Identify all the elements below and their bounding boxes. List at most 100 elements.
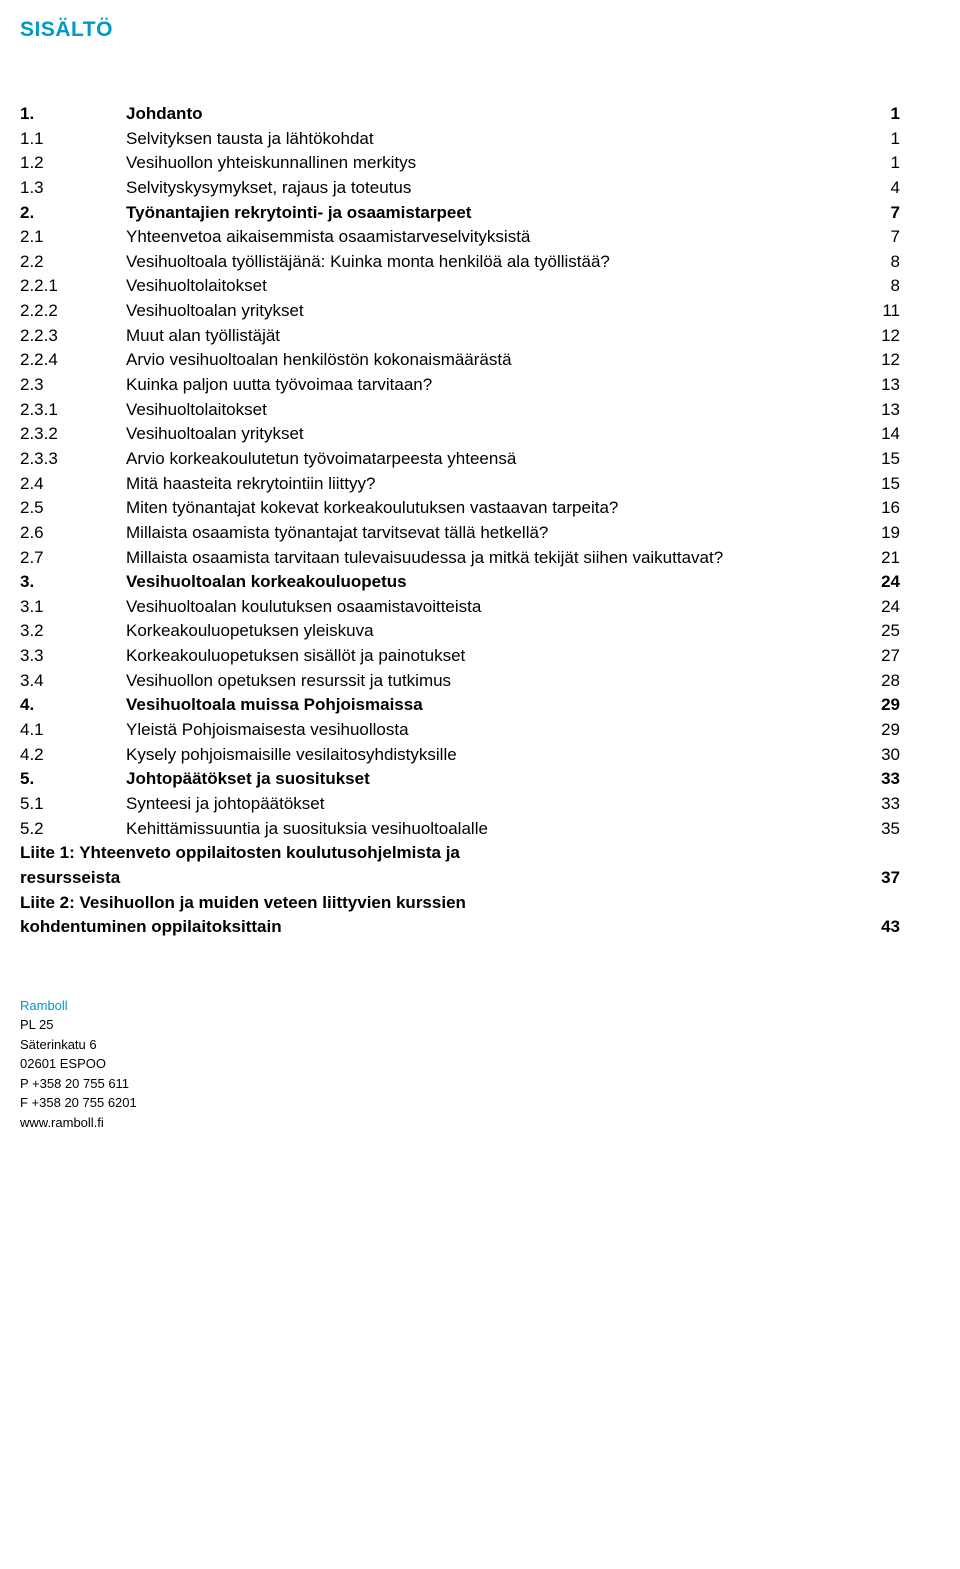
toc-appendix-row: Liite 1: Yhteenveto oppilaitosten koulut… <box>20 841 900 866</box>
toc-number: 3.2 <box>20 619 126 644</box>
toc-number: 2.3 <box>20 373 126 398</box>
footer-line: F +358 20 755 6201 <box>20 1093 900 1113</box>
toc-title: Vesihuoltoalan koulutuksen osaamistavoit… <box>126 595 860 620</box>
toc-page-number: 12 <box>860 348 900 373</box>
toc-page-number: 12 <box>860 324 900 349</box>
toc-page-number: 15 <box>860 472 900 497</box>
toc-title: Johtopäätökset ja suositukset <box>126 767 860 792</box>
toc-number: 5.2 <box>20 817 126 842</box>
toc-row: 2.3.1Vesihuoltolaitokset13 <box>20 398 900 423</box>
toc-page-number: 24 <box>860 570 900 595</box>
toc-title: Mitä haasteita rekrytointiin liittyy? <box>126 472 860 497</box>
toc-number: 2. <box>20 201 126 226</box>
toc-page-number: 1 <box>860 151 900 176</box>
toc-title: Vesihuoltolaitokset <box>126 398 860 423</box>
toc-title: Arvio vesihuoltoalan henkilöstön kokonai… <box>126 348 860 373</box>
toc-row: 3.2Korkeakouluopetuksen yleiskuva25 <box>20 619 900 644</box>
toc-row: 2.2.2Vesihuoltoalan yritykset11 <box>20 299 900 324</box>
toc-number: 1.2 <box>20 151 126 176</box>
toc-number: 2.7 <box>20 546 126 571</box>
toc-row: 2.3Kuinka paljon uutta työvoimaa tarvita… <box>20 373 900 398</box>
toc-row: 3.4Vesihuollon opetuksen resurssit ja tu… <box>20 669 900 694</box>
toc-page-number: 29 <box>860 693 900 718</box>
toc-appendix-row: resursseista37 <box>20 866 900 891</box>
toc-row: 2.3.3Arvio korkeakoulutetun työvoimatarp… <box>20 447 900 472</box>
toc-number: 3. <box>20 570 126 595</box>
toc-page-number: 43 <box>860 915 900 940</box>
toc-row: 1.Johdanto1 <box>20 102 900 127</box>
toc-title: Työnantajien rekrytointi- ja osaamistarp… <box>126 201 860 226</box>
toc-page-number: 24 <box>860 595 900 620</box>
toc-number: 4. <box>20 693 126 718</box>
toc-number: 2.3.3 <box>20 447 126 472</box>
toc-number: 3.4 <box>20 669 126 694</box>
toc-row: 2.7Millaista osaamista tarvitaan tulevai… <box>20 546 900 571</box>
toc-number: 2.3.1 <box>20 398 126 423</box>
toc-page-number: 4 <box>860 176 900 201</box>
toc-number: 2.2.4 <box>20 348 126 373</box>
toc-number: 1. <box>20 102 126 127</box>
toc-title: Kuinka paljon uutta työvoimaa tarvitaan? <box>126 373 860 398</box>
toc-title: Arvio korkeakoulutetun työvoimatarpeesta… <box>126 447 860 472</box>
toc-number: 5. <box>20 767 126 792</box>
toc-title: Miten työnantajat kokevat korkeakoulutuk… <box>126 496 860 521</box>
toc-row: 1.2Vesihuollon yhteiskunnallinen merkity… <box>20 151 900 176</box>
toc-title: Selvityksen tausta ja lähtökohdat <box>126 127 860 152</box>
toc-row: 2.2.1Vesihuoltolaitokset8 <box>20 274 900 299</box>
footer-line: Säterinkatu 6 <box>20 1035 900 1055</box>
toc-row: 4.Vesihuoltoala muissa Pohjoismaissa29 <box>20 693 900 718</box>
toc-page-number: 33 <box>860 792 900 817</box>
toc-row: 3.3Korkeakouluopetuksen sisällöt ja pain… <box>20 644 900 669</box>
toc-number: 4.2 <box>20 743 126 768</box>
toc-page-number: 7 <box>860 225 900 250</box>
toc-title: Vesihuoltoalan yritykset <box>126 299 860 324</box>
toc-page-number: 30 <box>860 743 900 768</box>
toc-number: 2.2.3 <box>20 324 126 349</box>
toc-page-number: 21 <box>860 546 900 571</box>
toc-title: Muut alan työllistäjät <box>126 324 860 349</box>
toc-page-number: 33 <box>860 767 900 792</box>
footer-line: PL 25 <box>20 1015 900 1035</box>
toc-number: 2.2 <box>20 250 126 275</box>
toc-number: 2.2.2 <box>20 299 126 324</box>
toc-title: Vesihuollon yhteiskunnallinen merkitys <box>126 151 860 176</box>
toc-appendix-title: Liite 1: Yhteenveto oppilaitosten koulut… <box>20 841 860 866</box>
toc-title: Yleistä Pohjoismaisesta vesihuollosta <box>126 718 860 743</box>
toc-row: 2.2Vesihuoltoala työllistäjänä: Kuinka m… <box>20 250 900 275</box>
toc-number: 1.1 <box>20 127 126 152</box>
toc-page-number: 15 <box>860 447 900 472</box>
toc-number: 2.5 <box>20 496 126 521</box>
toc-table: 1.Johdanto11.1Selvityksen tausta ja läht… <box>20 102 900 940</box>
toc-number: 2.2.1 <box>20 274 126 299</box>
toc-page-number: 13 <box>860 398 900 423</box>
toc-row: 2.2.4Arvio vesihuoltoalan henkilöstön ko… <box>20 348 900 373</box>
toc-page: SISÄLTÖ 1.Johdanto11.1Selvityksen tausta… <box>0 0 960 1162</box>
toc-page-number: 1 <box>860 102 900 127</box>
toc-title: Vesihuoltoala työllistäjänä: Kuinka mont… <box>126 250 860 275</box>
toc-row: 4.2Kysely pohjoismaisille vesilaitosyhdi… <box>20 743 900 768</box>
toc-row: 2.3.2Vesihuoltoalan yritykset14 <box>20 422 900 447</box>
toc-title: Selvityskysymykset, rajaus ja toteutus <box>126 176 860 201</box>
toc-title: Kysely pohjoismaisille vesilaitosyhdisty… <box>126 743 860 768</box>
toc-page-number: 16 <box>860 496 900 521</box>
toc-title: Millaista osaamista työnantajat tarvitse… <box>126 521 860 546</box>
toc-page-number: 13 <box>860 373 900 398</box>
toc-row: 3.1Vesihuoltoalan koulutuksen osaamistav… <box>20 595 900 620</box>
toc-appendix-row: Liite 2: Vesihuollon ja muiden veteen li… <box>20 891 900 916</box>
toc-row: 1.1Selvityksen tausta ja lähtökohdat1 <box>20 127 900 152</box>
toc-page-number: 8 <box>860 250 900 275</box>
toc-number: 1.3 <box>20 176 126 201</box>
toc-title: Yhteenvetoa aikaisemmista osaamistarvese… <box>126 225 860 250</box>
toc-page-number <box>860 841 900 866</box>
footer-company: Ramboll <box>20 996 900 1016</box>
toc-row: 1.3Selvityskysymykset, rajaus ja toteutu… <box>20 176 900 201</box>
toc-page-number <box>860 891 900 916</box>
toc-number: 4.1 <box>20 718 126 743</box>
toc-row: 5.1Synteesi ja johtopäätökset33 <box>20 792 900 817</box>
toc-number: 2.1 <box>20 225 126 250</box>
toc-title: Kehittämissuuntia ja suosituksia vesihuo… <box>126 817 860 842</box>
toc-page-number: 28 <box>860 669 900 694</box>
toc-title: Vesihuoltoalan yritykset <box>126 422 860 447</box>
toc-title: Johdanto <box>126 102 860 127</box>
toc-appendix-title: resursseista <box>20 866 860 891</box>
